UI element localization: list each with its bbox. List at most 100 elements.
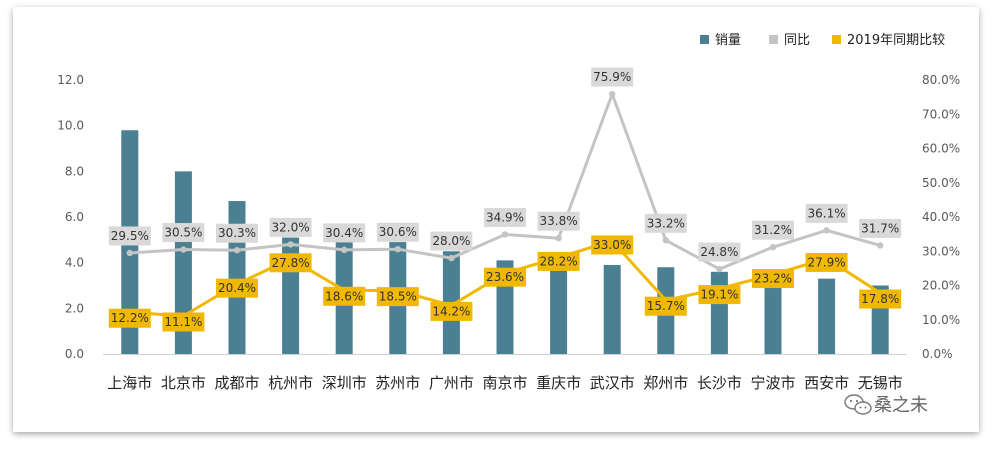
yoy-label: 34.9%	[486, 210, 524, 224]
yoy-point	[555, 235, 562, 242]
right-tick-label: 70.0%	[922, 107, 960, 121]
bar-sales	[550, 262, 568, 354]
watermark-text: 桑之未	[874, 395, 928, 416]
category-label: 上海市	[107, 374, 152, 392]
yoy-label: 33.8%	[540, 214, 578, 228]
vs2019-label-box	[162, 312, 205, 332]
legend-label: 销量	[715, 33, 741, 48]
yoy-label-box	[376, 222, 419, 242]
yoy-label-box	[644, 213, 687, 233]
yoy-point	[341, 246, 348, 254]
category-label: 北京市	[161, 374, 206, 392]
yoy-point	[769, 243, 777, 251]
yoy-label: 31.2%	[754, 223, 792, 237]
yoy-label-box	[752, 220, 794, 240]
bars	[121, 130, 889, 354]
vs2019-label: 23.6%	[486, 270, 524, 284]
vs2019-label-box	[752, 269, 794, 289]
vs2019-label-box	[644, 296, 687, 316]
legend: 销量 同比 2019年同期比较	[700, 33, 945, 48]
yoy-label: 29.5%	[111, 229, 149, 243]
category-label: 苏州市	[375, 374, 420, 392]
vs2019-label: 18.5%	[379, 290, 417, 304]
left-tick-label: 12.0	[57, 73, 84, 87]
vs2019-label-box	[805, 252, 848, 272]
vs2019-label-box	[591, 235, 634, 255]
yoy-point	[501, 231, 509, 238]
left-tick-label: 8.0	[65, 164, 84, 178]
yoy-label-box	[430, 231, 473, 251]
yoy-point	[394, 245, 401, 253]
yoy-point	[233, 247, 241, 254]
left-tick-label: 2.0	[65, 301, 84, 315]
yoy-label: 30.6%	[379, 225, 417, 239]
bar-sales	[174, 171, 192, 354]
bar-sales	[710, 271, 728, 354]
vs2019-label: 11.1%	[164, 315, 202, 329]
vs2019-label: 19.1%	[700, 288, 738, 302]
right-axis: 0.0% 10.0% 20.0% 30.0% 40.0% 50.0% 60.0% 70.0% 8…	[922, 73, 960, 361]
right-tick-label: 80.0%	[922, 73, 960, 87]
right-tick-label: 0.0%	[922, 347, 953, 361]
yoy-label-box	[108, 226, 151, 246]
category-label: 西安市	[804, 374, 849, 392]
yoy-point	[877, 242, 884, 249]
yoy-label: 30.4%	[325, 226, 363, 240]
category-label: 南京市	[482, 374, 527, 392]
yoy-label: 36.1%	[808, 206, 846, 220]
left-axis: 0.0 2.0 4.0 6.0 8.0 10.0 12.0	[57, 73, 907, 361]
data-labels: 29.5% 30.5% 30.3% 32.0% 30.4% 30.6% 28.0% 34.9%…	[108, 67, 902, 332]
yoy-point	[180, 246, 187, 253]
right-tick-label: 40.0%	[922, 210, 960, 224]
yoy-point	[662, 237, 669, 244]
yoy-point	[287, 241, 294, 248]
vs2019-label-box	[323, 286, 366, 306]
vs2019-label: 18.6%	[325, 289, 363, 303]
vs2019-label-box	[698, 285, 741, 305]
category-label: 杭州市	[268, 374, 313, 392]
category-label: 长沙市	[697, 374, 742, 392]
vs2019-label-box	[108, 308, 151, 328]
left-tick-label: 6.0	[65, 210, 84, 224]
vs2019-label: 27.8%	[272, 256, 310, 270]
yoy-point	[448, 254, 455, 262]
left-tick-label: 4.0	[65, 256, 84, 270]
category-label: 武汉市	[590, 374, 635, 392]
legend-swatch	[769, 35, 778, 44]
bar-sales	[764, 271, 782, 354]
vs2019-label: 33.0%	[593, 238, 631, 252]
vs2019-label: 15.7%	[647, 299, 685, 313]
yoy-label-box	[698, 242, 741, 262]
legend-label: 同比	[784, 33, 810, 48]
category-labels: 上海市 北京市 成都市 杭州市 深圳市 苏州市 广州市 南京市 重庆市 武汉市 郑州市 长沙市 宁波市西…	[107, 374, 902, 392]
vs2019-label: 20.4%	[218, 281, 256, 295]
vs2019-label-box	[376, 287, 419, 307]
vs2019-label-box	[430, 301, 473, 321]
category-label: 郑州市	[643, 374, 688, 392]
yoy-label-box	[537, 211, 580, 231]
vs2019-label-box	[537, 251, 580, 271]
yoy-point	[126, 249, 133, 257]
yoy-label: 30.5%	[164, 226, 202, 240]
yoy-label-box	[484, 207, 526, 227]
yoy-point	[823, 227, 830, 234]
yoy-label: 32.0%	[272, 220, 310, 234]
yoy-label-box	[269, 217, 312, 237]
legend-swatch	[832, 35, 841, 44]
yoy-point	[716, 265, 723, 273]
yoy-label-box	[805, 203, 848, 223]
right-tick-label: 20.0%	[922, 279, 960, 293]
yoy-label: 75.9%	[593, 70, 631, 84]
category-label: 深圳市	[322, 374, 367, 392]
category-label: 重庆市	[536, 374, 581, 392]
vs2019-label-box	[216, 278, 258, 298]
bar-sales	[603, 264, 621, 354]
bar-sales	[818, 278, 836, 354]
yoy-label: 30.3%	[218, 226, 256, 240]
vs2019-label-box	[484, 267, 526, 287]
vs2019-label: 23.2%	[754, 272, 792, 286]
yoy-label: 31.7%	[861, 221, 899, 235]
category-label: 广州市	[429, 374, 474, 392]
vs2019-label: 17.8%	[861, 292, 899, 306]
